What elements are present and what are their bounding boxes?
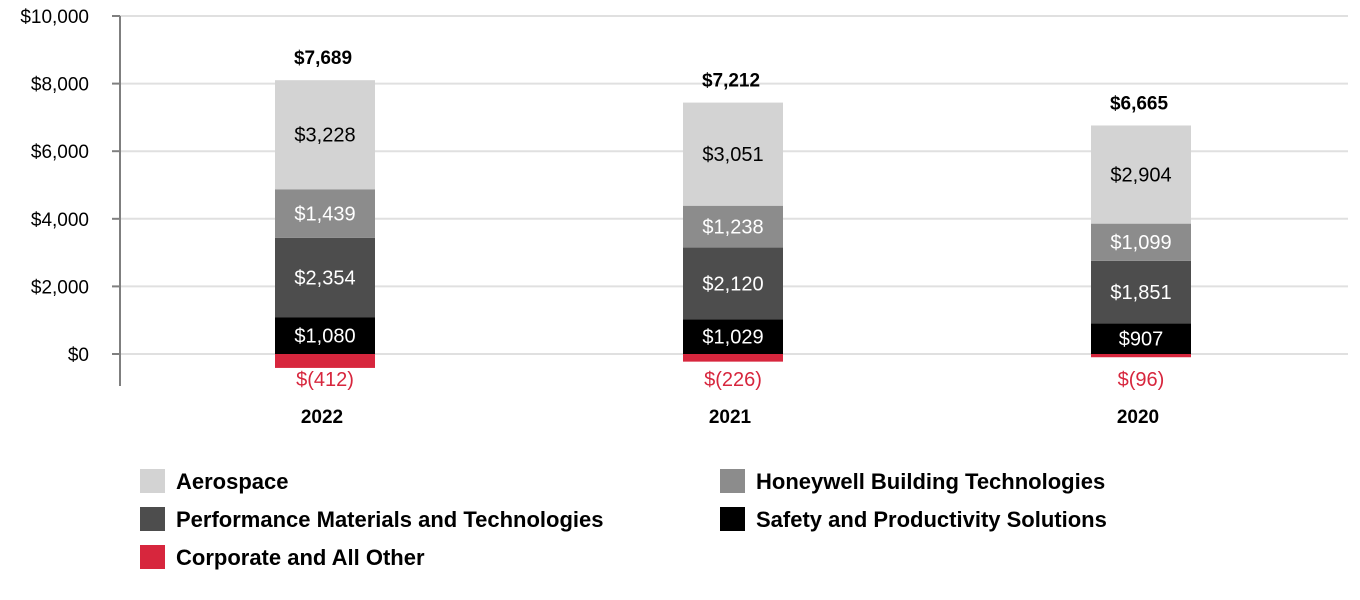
legend-swatch [140,507,165,531]
y-axis: $10,000 $8,000 $6,000 $4,000 $2,000 $0 [20,7,121,386]
y-tick-label: $0 [68,345,89,366]
legend-swatch [140,545,165,569]
y-tick-label: $8,000 [31,75,89,96]
x-category-label: 2020 [1117,407,1159,428]
bar-total-label: $6,665 [1110,93,1169,114]
segment-value-label: $(412) [296,369,354,391]
bar-segment [683,102,783,206]
bar-segment [275,317,375,354]
bar-total-label: $7,689 [294,48,352,69]
x-category-label: 2021 [709,407,752,428]
bar-segment [1091,323,1191,354]
legend-swatch [720,507,745,531]
bars [275,80,1191,368]
segment-value-label: $(226) [704,369,762,391]
bar-segment [275,354,375,368]
legend-label: Aerospace [176,469,289,494]
bar-segment [1091,260,1191,324]
bar-segment [1091,354,1191,358]
legend: Aerospace Honeywell Building Technologies… [140,469,1107,570]
segment-value-label: $(96) [1118,369,1165,391]
bar-segment [275,237,375,318]
segment-value-label: $1,099 [1110,232,1171,254]
legend-swatch [720,469,745,493]
bar-segment [683,247,783,320]
segment-value-label: $1,238 [702,217,763,239]
bar-segment [275,80,375,190]
segment-value-label: $2,120 [702,273,763,295]
legend-label: Honeywell Building Technologies [756,469,1105,494]
bar-segment [1091,223,1191,261]
bar-segment [683,319,783,354]
segment-value-label: $2,354 [294,268,355,290]
y-tick-label: $2,000 [31,277,89,298]
legend-label: Corporate and All Other [176,545,425,570]
segment-value-label: $3,228 [294,125,355,147]
segment-value-label: $907 [1119,329,1164,351]
bar-segment [683,354,783,362]
data-labels: $(412) $1,080 $2,354 $1,439 $3,228 $7,689 $(22… [294,48,1172,391]
segment-value-label: $1,851 [1110,282,1171,304]
legend-swatch [140,469,165,493]
segment-value-label: $2,904 [1110,165,1171,187]
segment-value-label: $1,080 [294,326,355,348]
segment-value-label: $3,051 [702,144,763,166]
x-axis: 2022 2021 2020 [301,407,1159,428]
legend-label: Safety and Productivity Solutions [756,507,1107,532]
y-tick-label: $10,000 [20,7,89,28]
x-category-label: 2022 [301,407,343,428]
legend-label: Performance Materials and Technologies [176,507,604,532]
segment-value-label: $1,439 [294,204,355,226]
segment-value-label: $1,029 [702,327,763,349]
bar-total-label: $7,212 [702,71,760,92]
y-tick-label: $6,000 [31,142,89,163]
y-tick-label: $4,000 [31,210,89,231]
bar-segment [683,205,783,248]
bar-segment [1091,125,1191,224]
bar-segment [275,189,375,238]
